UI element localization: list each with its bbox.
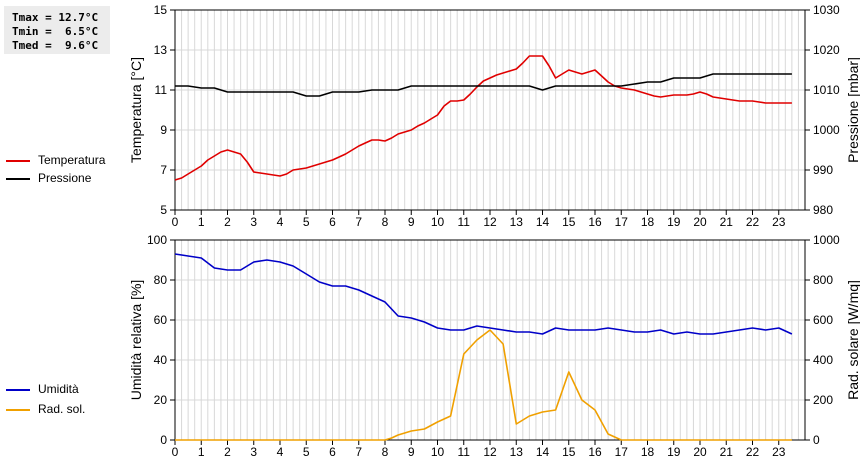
x-tick-label: 15 bbox=[562, 445, 576, 459]
legend-label-pressione: Pressione bbox=[38, 171, 92, 185]
stats-box: Tmax = 12.7°C Tmin = 6.5°C Tmed = 9.6°C bbox=[4, 6, 110, 54]
x-tick-label: 22 bbox=[746, 445, 760, 459]
y2-tick-label: 990 bbox=[813, 163, 833, 177]
x-tick-label: 19 bbox=[667, 445, 681, 459]
x-tick-label: 8 bbox=[382, 445, 389, 459]
legend-swatch-rad-sol bbox=[6, 409, 30, 411]
series-line-umidit- bbox=[174, 253, 793, 335]
x-tick-label: 20 bbox=[693, 445, 707, 459]
y2-tick-label: 1000 bbox=[813, 123, 840, 137]
series-line-pressione bbox=[175, 73, 792, 97]
x-tick-label: 2 bbox=[224, 445, 231, 459]
x-tick-label: 4 bbox=[277, 215, 284, 229]
stats-tmin: Tmin = 6.5°C bbox=[12, 25, 99, 38]
x-tick-label: 10 bbox=[431, 215, 445, 229]
x-tick-label: 6 bbox=[329, 445, 336, 459]
y2-tick-label: 980 bbox=[813, 203, 833, 217]
x-tick-label: 4 bbox=[277, 445, 284, 459]
x-tick-label: 9 bbox=[408, 215, 415, 229]
x-tick-label: 2 bbox=[224, 215, 231, 229]
x-tick-label: 14 bbox=[536, 215, 550, 229]
legend-swatch-umidita bbox=[6, 389, 30, 391]
y-tick-label: 20 bbox=[154, 393, 168, 407]
y-tick-label: 13 bbox=[154, 43, 168, 57]
y2-axis-label: Pressione [mbar] bbox=[845, 57, 860, 163]
y2-tick-label: 800 bbox=[813, 273, 833, 287]
y2-tick-label: 200 bbox=[813, 393, 833, 407]
x-tick-label: 18 bbox=[641, 215, 655, 229]
y2-tick-label: 1030 bbox=[813, 3, 840, 17]
series-line-temperatura bbox=[174, 55, 792, 181]
x-tick-label: 11 bbox=[458, 445, 471, 459]
x-tick-label: 3 bbox=[250, 215, 257, 229]
x-tick-label: 10 bbox=[431, 445, 445, 459]
x-tick-label: 19 bbox=[667, 215, 681, 229]
stats-tmed: Tmed = 9.6°C bbox=[12, 39, 99, 52]
x-tick-label: 11 bbox=[458, 215, 471, 229]
x-tick-label: 17 bbox=[615, 215, 629, 229]
legend-item-pressione: Pressione bbox=[6, 171, 146, 187]
x-tick-label: 0 bbox=[172, 445, 179, 459]
x-tick-label: 14 bbox=[536, 445, 550, 459]
x-tick-label: 7 bbox=[355, 445, 362, 459]
x-tick-label: 12 bbox=[483, 215, 497, 229]
legend-label-umidita: Umidità bbox=[38, 382, 79, 396]
x-tick-label: 5 bbox=[303, 215, 310, 229]
stats-tmax: Tmax = 12.7°C bbox=[12, 11, 99, 24]
x-tick-label: 12 bbox=[483, 445, 497, 459]
x-tick-label: 18 bbox=[641, 445, 655, 459]
x-tick-label: 13 bbox=[510, 215, 524, 229]
x-tick-label: 21 bbox=[720, 215, 734, 229]
legend-item-rad-sol: Rad. sol. bbox=[6, 402, 146, 418]
x-tick-label: 1 bbox=[198, 215, 205, 229]
y-tick-label: 100 bbox=[147, 233, 167, 247]
y-axis-label: Umidità relativa [%] bbox=[128, 280, 144, 401]
x-tick-label: 22 bbox=[746, 215, 760, 229]
y-tick-label: 60 bbox=[154, 313, 168, 327]
y2-tick-label: 400 bbox=[813, 353, 833, 367]
legend-item-umidita: Umidità bbox=[6, 382, 146, 398]
x-tick-label: 0 bbox=[172, 215, 179, 229]
y-tick-label: 11 bbox=[155, 83, 168, 97]
x-tick-label: 17 bbox=[615, 445, 629, 459]
legend-label-temperatura: Temperatura bbox=[38, 153, 106, 167]
x-tick-label: 21 bbox=[720, 445, 734, 459]
x-tick-label: 8 bbox=[382, 215, 389, 229]
y-tick-label: 80 bbox=[154, 273, 168, 287]
y-tick-label: 7 bbox=[160, 163, 167, 177]
y2-tick-label: 1020 bbox=[813, 43, 840, 57]
x-tick-label: 15 bbox=[562, 215, 576, 229]
y-axis-label: Temperatura [°C] bbox=[128, 57, 144, 163]
x-tick-label: 5 bbox=[303, 445, 310, 459]
y-tick-label: 40 bbox=[154, 353, 168, 367]
x-tick-label: 23 bbox=[772, 215, 786, 229]
series-line-rad-sol- bbox=[175, 329, 792, 441]
x-tick-label: 3 bbox=[250, 445, 257, 459]
x-tick-label: 1 bbox=[198, 445, 205, 459]
x-tick-label: 20 bbox=[693, 215, 707, 229]
x-tick-label: 9 bbox=[408, 445, 415, 459]
y2-axis-label: Rad. solare [W/mq] bbox=[845, 280, 860, 400]
y-tick-label: 0 bbox=[160, 433, 167, 447]
y2-tick-label: 0 bbox=[813, 433, 820, 447]
y-tick-label: 9 bbox=[160, 123, 167, 137]
y2-tick-label: 600 bbox=[813, 313, 833, 327]
legend-swatch-temperatura bbox=[6, 160, 30, 162]
x-tick-label: 7 bbox=[355, 215, 362, 229]
y2-tick-label: 1000 bbox=[813, 233, 840, 247]
y2-tick-label: 1010 bbox=[813, 83, 840, 97]
legend-label-rad-sol: Rad. sol. bbox=[38, 402, 86, 416]
legend-item-temperatura: Temperatura bbox=[6, 153, 146, 169]
x-tick-label: 16 bbox=[588, 215, 602, 229]
x-tick-label: 23 bbox=[772, 445, 786, 459]
x-tick-label: 6 bbox=[329, 215, 336, 229]
x-tick-label: 13 bbox=[510, 445, 524, 459]
legend-swatch-pressione bbox=[6, 178, 30, 180]
x-tick-label: 16 bbox=[588, 445, 602, 459]
y-tick-label: 15 bbox=[154, 3, 168, 17]
y-tick-label: 5 bbox=[160, 203, 167, 217]
